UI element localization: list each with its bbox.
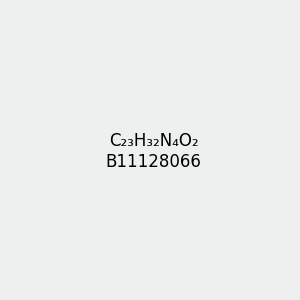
Text: C₂₃H₃₂N₄O₂
B11128066: C₂₃H₃₂N₄O₂ B11128066 [106,132,202,171]
